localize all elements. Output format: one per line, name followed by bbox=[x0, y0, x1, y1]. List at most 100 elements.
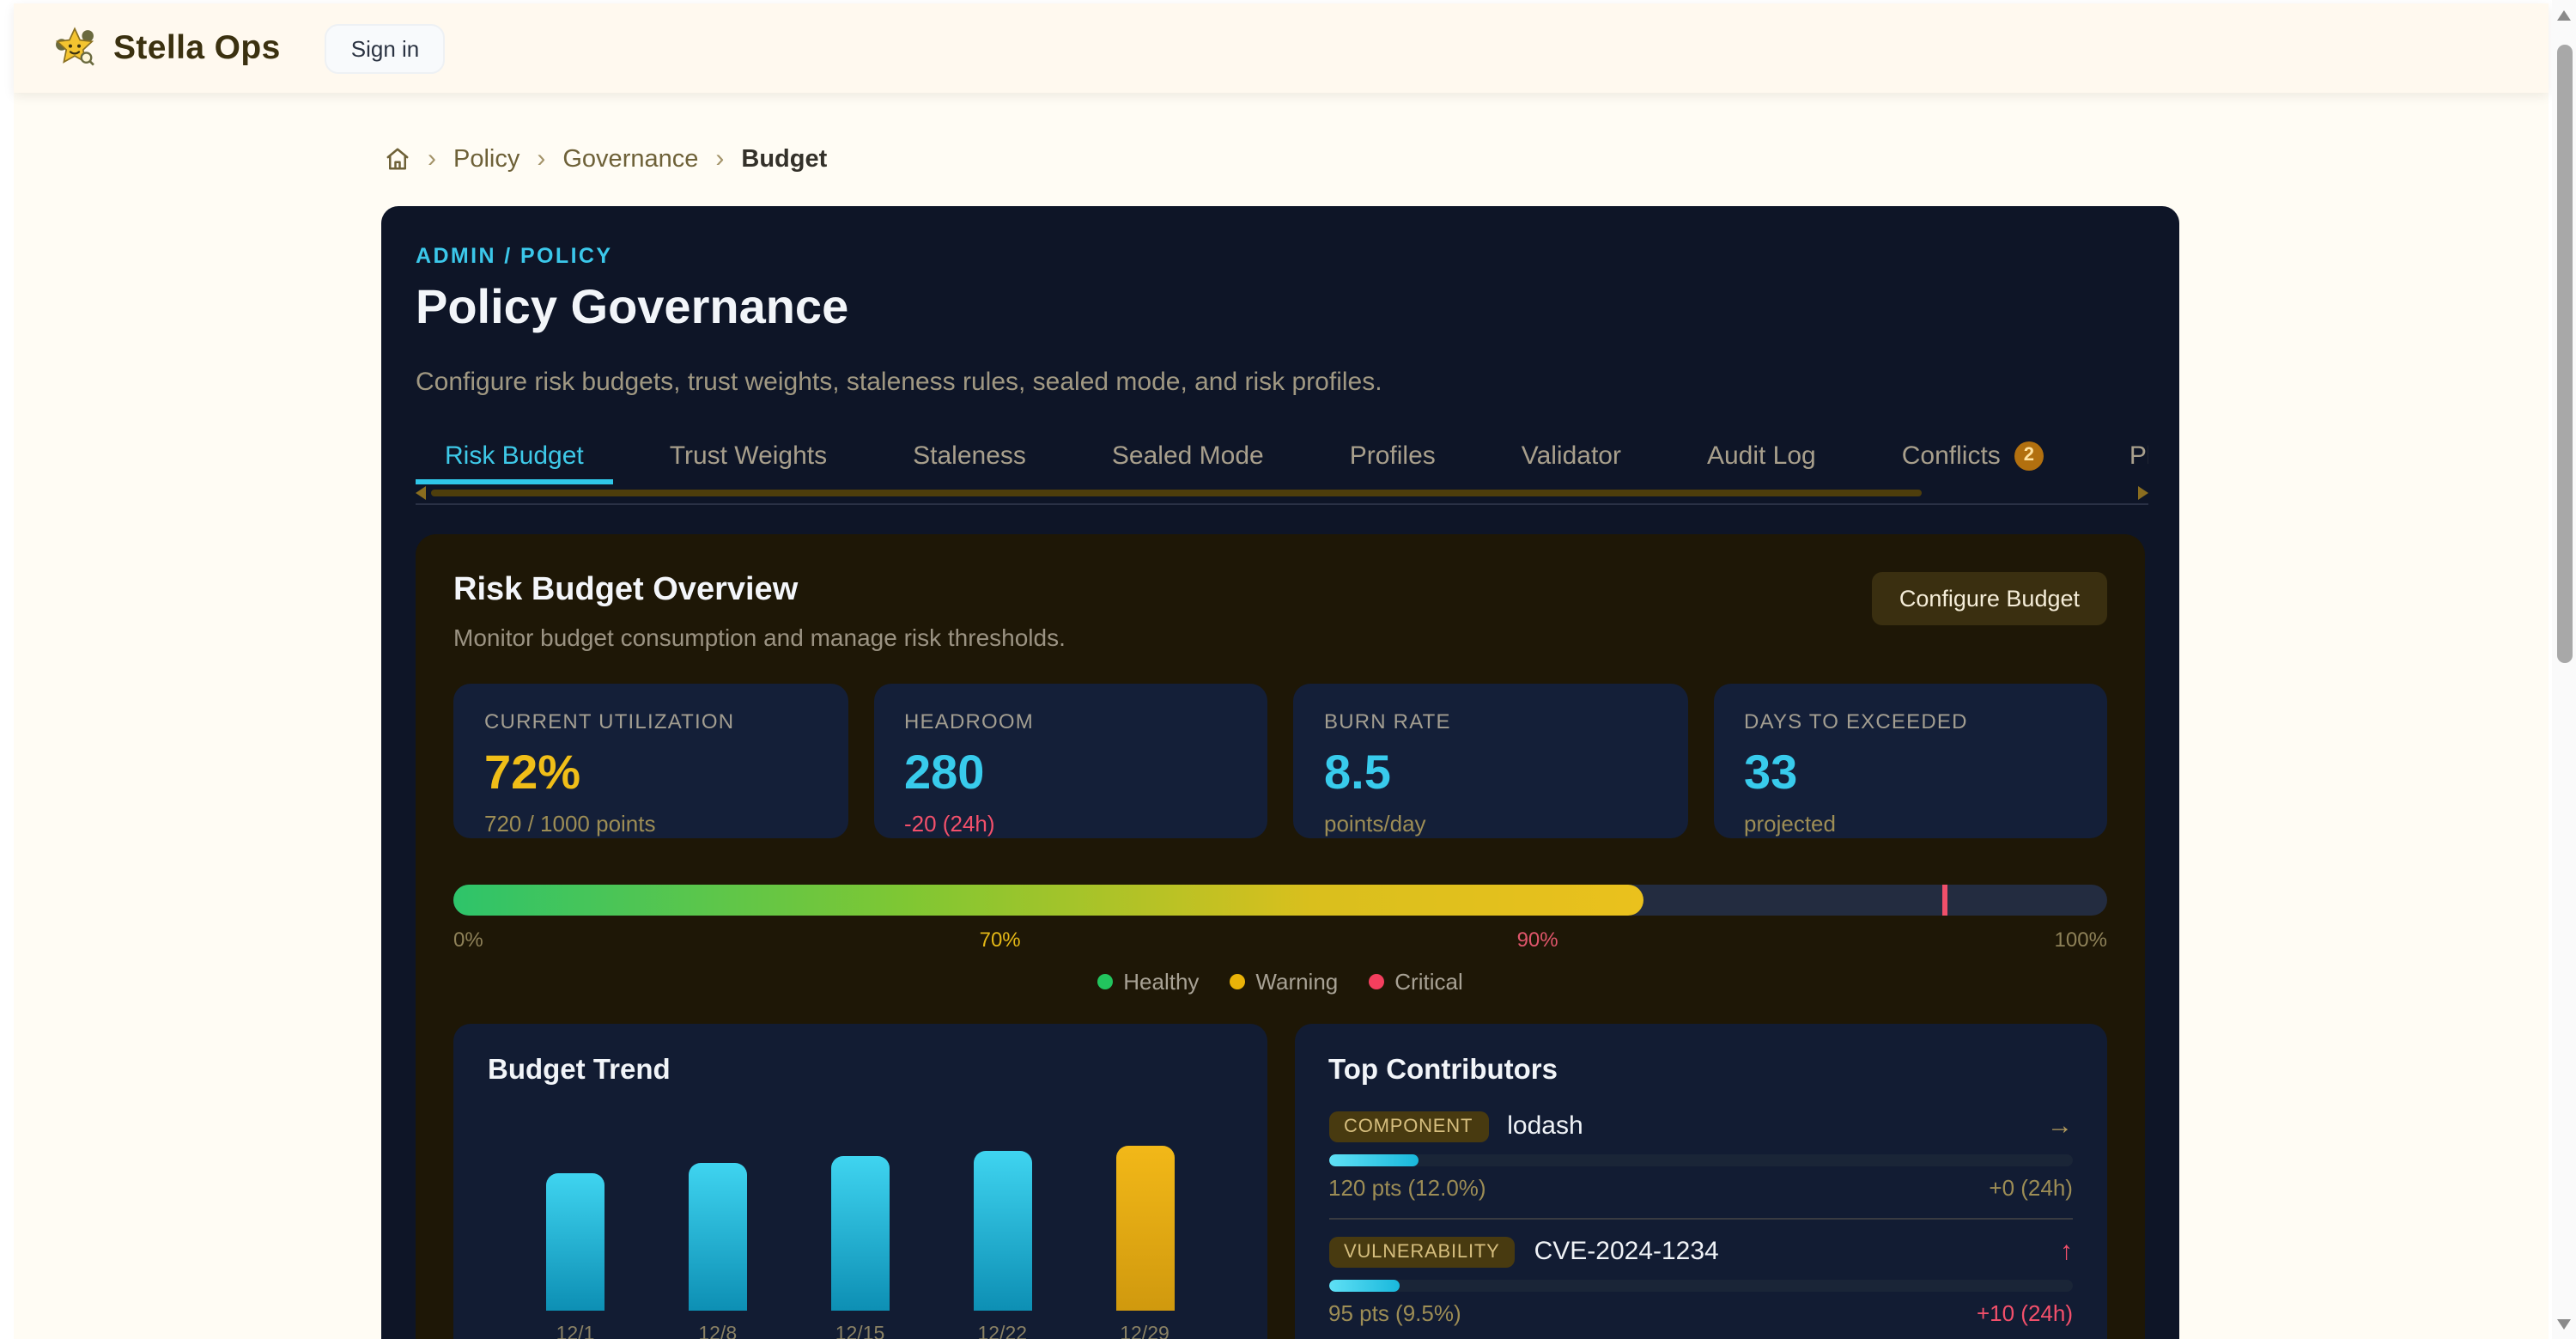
tab-sealed-mode[interactable]: Sealed Mode bbox=[1083, 433, 1293, 484]
page-subtitle: Configure risk budgets, trust weights, s… bbox=[416, 367, 1382, 397]
stat-sub: 720 / 1000 points bbox=[484, 810, 656, 837]
x-tick: 12/29 bbox=[1120, 1324, 1170, 1339]
trend-up-arrow-icon: ↑ bbox=[2060, 1237, 2073, 1267]
contributor-points: 120 pts (12.0%) bbox=[1328, 1174, 1486, 1201]
threshold-70: 70% bbox=[979, 927, 1021, 952]
contributor-type-badge: COMPONENT bbox=[1328, 1111, 1489, 1142]
home-icon[interactable] bbox=[385, 146, 410, 172]
stat-headroom: HEADROOM 280 -20 (24h) bbox=[873, 683, 1267, 838]
scroll-down-arrow-icon[interactable] bbox=[2557, 1318, 2571, 1329]
breadcrumb-governance[interactable]: Governance bbox=[562, 145, 699, 173]
tab-divider bbox=[416, 502, 2148, 505]
top-bar: Stella Ops Sign in bbox=[14, 3, 2549, 93]
top-contributors-card: Top Contributors COMPONENT lodash → 120 … bbox=[1294, 1023, 2107, 1339]
contributor-points: 95 pts (9.5%) bbox=[1328, 1299, 1461, 1326]
contributor-bar bbox=[1328, 1153, 2073, 1166]
row-divider bbox=[1328, 1217, 2073, 1220]
scrollbar-thumb[interactable] bbox=[2556, 45, 2572, 663]
tab-bar: Risk Budget Trust Weights Staleness Seal… bbox=[416, 433, 2148, 484]
budget-progress-fill bbox=[453, 884, 1644, 916]
overview-header: Risk Budget Overview Monitor budget cons… bbox=[453, 571, 2107, 651]
stat-label: HEADROOM bbox=[904, 709, 1034, 733]
breadcrumb: › Policy › Governance › Budget bbox=[385, 144, 827, 173]
breadcrumb-separator: › bbox=[428, 144, 436, 173]
contributor-row[interactable]: COMPONENT lodash → 120 pts (12.0%) +0 (2… bbox=[1328, 1111, 2073, 1220]
legend-warning: Warning bbox=[1230, 969, 1338, 995]
trend-bar bbox=[830, 1155, 890, 1311]
threshold-90: 90% bbox=[1516, 927, 1558, 952]
scroll-up-arrow-icon[interactable] bbox=[2557, 10, 2571, 21]
x-tick: 12/15 bbox=[835, 1324, 885, 1339]
browser-scrollbar bbox=[2552, 0, 2576, 1339]
legend-healthy: Healthy bbox=[1097, 969, 1199, 995]
critical-threshold-marker bbox=[1941, 884, 1947, 916]
stat-sub: points/day bbox=[1324, 810, 1426, 837]
critical-dot-icon bbox=[1369, 973, 1385, 989]
stat-value: 280 bbox=[904, 745, 985, 799]
threshold-0: 0% bbox=[453, 927, 483, 952]
trend-x-axis-labels: 12/1 12/8 12/15 12/22 12/29 bbox=[488, 1324, 1232, 1339]
breadcrumb-policy[interactable]: Policy bbox=[453, 145, 520, 173]
breadcrumb-budget-current: Budget bbox=[741, 145, 828, 173]
trend-bar bbox=[973, 1150, 1032, 1311]
tab-scrollbar bbox=[416, 485, 2148, 500]
stat-label: BURN RATE bbox=[1324, 709, 1451, 733]
status-legend: Healthy Warning Critical bbox=[453, 969, 2107, 995]
configure-budget-button[interactable]: Configure Budget bbox=[1871, 571, 2107, 625]
stat-value: 72% bbox=[484, 745, 581, 799]
trend-right-arrow-icon: → bbox=[2047, 1111, 2073, 1141]
stats-grid: CURRENT UTILIZATION 72% 720 / 1000 point… bbox=[453, 683, 2107, 838]
overview-title: Risk Budget Overview bbox=[453, 571, 799, 608]
contributor-bar bbox=[1328, 1279, 2073, 1292]
budget-trend-card: Budget Trend 12/1 12/8 12/15 12/22 12/29 bbox=[453, 1023, 1267, 1339]
tab-validator[interactable]: Validator bbox=[1492, 433, 1650, 484]
page-title: Policy Governance bbox=[416, 280, 849, 333]
trend-bar bbox=[546, 1172, 605, 1311]
tab-scroll-left-arrow-icon[interactable] bbox=[416, 485, 426, 500]
threshold-labels: 0% 70% 90% 100% bbox=[453, 928, 2107, 952]
threshold-100: 100% bbox=[2054, 927, 2107, 952]
brand[interactable]: Stella Ops bbox=[52, 25, 281, 71]
healthy-dot-icon bbox=[1097, 973, 1114, 989]
trend-bar bbox=[688, 1162, 747, 1311]
stat-value: 33 bbox=[1744, 745, 1798, 799]
star-mascot-logo-icon bbox=[52, 25, 98, 71]
contributor-bar-fill bbox=[1328, 1153, 1419, 1166]
legend-critical: Critical bbox=[1369, 969, 1463, 995]
contributor-delta: +0 (24h) bbox=[1989, 1174, 2073, 1201]
risk-budget-overview-card: Risk Budget Overview Monitor budget cons… bbox=[416, 533, 2145, 1339]
tab-profiles[interactable]: Profiles bbox=[1321, 433, 1465, 484]
stat-label: DAYS TO EXCEEDED bbox=[1744, 709, 1968, 733]
stat-sub: projected bbox=[1744, 810, 1836, 837]
tab-conflicts[interactable]: Conflicts 2 bbox=[1873, 433, 2073, 484]
tab-risk-budget[interactable]: Risk Budget bbox=[416, 433, 613, 484]
section-eyebrow: ADMIN / POLICY bbox=[416, 244, 613, 268]
breadcrumb-separator: › bbox=[715, 144, 725, 173]
contributor-type-badge: VULNERABILITY bbox=[1328, 1236, 1516, 1268]
budget-trend-chart bbox=[488, 1098, 1232, 1311]
tab-trust-weights[interactable]: Trust Weights bbox=[641, 433, 856, 484]
overview-subtitle: Monitor budget consumption and manage ri… bbox=[453, 623, 1066, 651]
stat-label: CURRENT UTILIZATION bbox=[484, 709, 735, 733]
tab-scrollbar-thumb[interactable] bbox=[431, 489, 1922, 497]
tab-staleness[interactable]: Staleness bbox=[884, 433, 1055, 484]
stat-current-utilization: CURRENT UTILIZATION 72% 720 / 1000 point… bbox=[453, 683, 848, 838]
warning-dot-icon bbox=[1230, 973, 1246, 989]
tab-audit-log[interactable]: Audit Log bbox=[1678, 433, 1845, 484]
contributor-bar-fill bbox=[1328, 1279, 1400, 1292]
tab-conflicts-label: Conflicts bbox=[1901, 441, 2001, 471]
tab-truncated[interactable]: Pl bbox=[2100, 433, 2148, 484]
stat-value: 8.5 bbox=[1324, 745, 1391, 799]
trend-bar bbox=[1115, 1145, 1174, 1311]
x-tick: 12/1 bbox=[556, 1324, 595, 1339]
contributor-row[interactable]: VULNERABILITY CVE-2024-1234 ↑ 95 pts (9.… bbox=[1328, 1236, 2073, 1339]
stat-days-to-exceeded: DAYS TO EXCEEDED 33 projected bbox=[1713, 683, 2107, 838]
contributor-delta: +10 (24h) bbox=[1976, 1299, 2073, 1326]
tab-scroll-right-arrow-icon[interactable] bbox=[2138, 485, 2148, 500]
budget-utilization-bar bbox=[453, 884, 2107, 916]
contributor-name: lodash bbox=[1507, 1111, 1583, 1141]
x-tick: 12/22 bbox=[977, 1324, 1028, 1339]
sign-in-button[interactable]: Sign in bbox=[325, 23, 446, 73]
brand-title: Stella Ops bbox=[113, 28, 281, 66]
